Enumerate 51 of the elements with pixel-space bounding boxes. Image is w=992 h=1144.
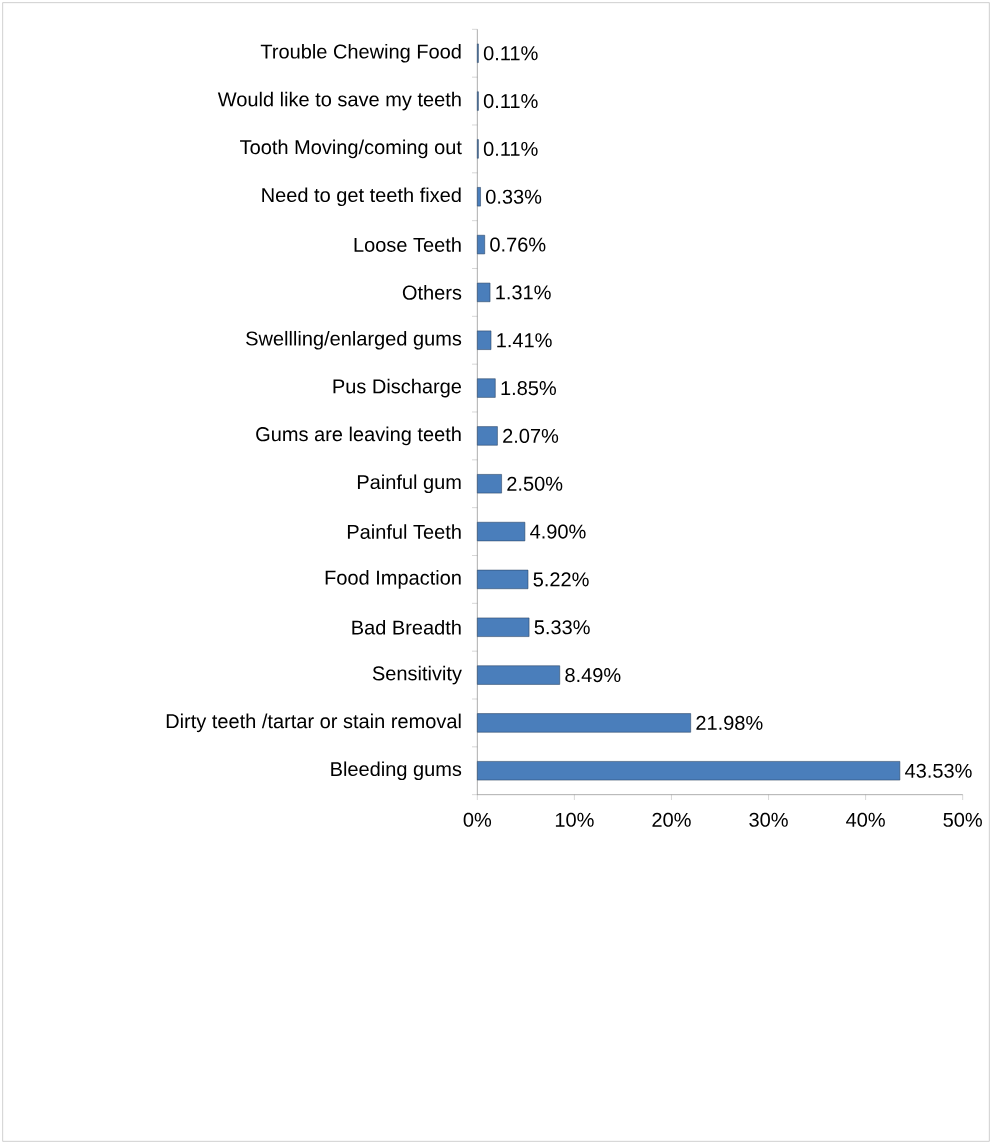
- y-tick-label: Would like to save my teeth: [217, 91, 461, 111]
- bar: [477, 713, 691, 733]
- x-tick-label: 30%: [749, 812, 788, 827]
- y-tick-label: Bad Breadth: [352, 619, 461, 635]
- bar: [477, 665, 561, 685]
- data-label: 0.76%: [490, 237, 546, 252]
- bar: [477, 187, 481, 207]
- y-tick-label: Sensitivity: [372, 665, 462, 685]
- y-tick-label: Painful gum: [357, 474, 461, 494]
- y-tick-label: Others: [402, 285, 462, 300]
- data-label: 8.49%: [565, 668, 621, 683]
- y-tick-label: Gums are leaving teeth: [256, 426, 461, 446]
- data-label: 5.22%: [533, 572, 589, 587]
- data-label: 4.90%: [530, 524, 586, 539]
- bar: [477, 761, 901, 781]
- bar: [477, 569, 529, 590]
- x-tick-label: 0%: [463, 812, 492, 827]
- bar: [477, 234, 485, 255]
- y-tick-label: Need to get teeth fixed: [262, 187, 461, 207]
- data-label: 1.85%: [501, 381, 556, 396]
- x-tick-label: 10%: [555, 812, 594, 827]
- bar: [477, 521, 526, 542]
- y-tick-label: Painful Teeth: [347, 524, 461, 539]
- data-label: 2.07%: [503, 428, 559, 443]
- y-tick-label: Swellling/enlarged gums: [246, 330, 462, 350]
- bar: [477, 378, 496, 398]
- x-tick-label: 50%: [943, 812, 982, 827]
- y-tick-label: Bleeding gums: [331, 761, 462, 781]
- bar: [477, 330, 492, 350]
- y-tick-label: Pus Discharge: [333, 378, 462, 398]
- y-tick-label: Food Impaction: [325, 570, 461, 589]
- data-label: 0.11%: [483, 93, 538, 109]
- y-tick-label: Loose Teeth: [354, 237, 461, 252]
- data-label: 1.41%: [497, 333, 552, 348]
- data-label: 21.98%: [696, 715, 763, 730]
- data-label: 0.11%: [483, 46, 538, 61]
- bar: [477, 617, 530, 637]
- data-label: 5.33%: [534, 620, 590, 635]
- data-label: 2.50%: [507, 476, 563, 491]
- y-tick-label: Dirty teeth /tartar or stain removal: [166, 713, 461, 733]
- y-tick-label: Tooth Moving/coming out: [240, 139, 462, 159]
- bar: [477, 426, 498, 446]
- data-label: 1.31%: [496, 285, 551, 300]
- data-label: 43.53%: [905, 763, 972, 778]
- x-tick-label: 40%: [846, 812, 885, 827]
- y-tick-label: Trouble Chewing Food: [260, 43, 461, 63]
- bar: [477, 474, 502, 494]
- x-tick-label: 20%: [652, 812, 691, 827]
- data-label: 0.11%: [483, 141, 538, 156]
- bar: [477, 282, 491, 303]
- data-label: 0.33%: [486, 189, 542, 204]
